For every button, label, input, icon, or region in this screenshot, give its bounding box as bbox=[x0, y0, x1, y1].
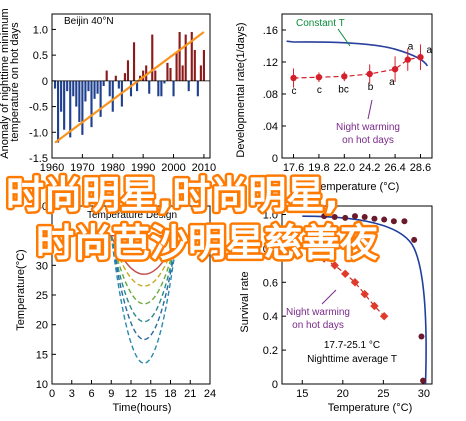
trend-line bbox=[54, 31, 205, 144]
anomaly-bar bbox=[63, 80, 66, 130]
anomaly-bar bbox=[196, 80, 199, 97]
anomaly-bar bbox=[190, 32, 193, 81]
anomaly-bar bbox=[157, 80, 160, 97]
anomaly-y-tick-label: 0.5 bbox=[33, 50, 48, 62]
anomaly-bar bbox=[69, 80, 72, 138]
anomaly-x-tick-label: 2010 bbox=[192, 162, 216, 174]
anomaly-bar bbox=[66, 80, 69, 92]
anomaly-y-tick-label: -1.0 bbox=[29, 127, 48, 139]
anomaly-bar bbox=[148, 80, 151, 94]
anomaly-bar bbox=[154, 70, 157, 81]
anomaly-bar bbox=[175, 52, 178, 81]
anomaly-bar bbox=[81, 80, 84, 135]
anomaly-x-tick-label: 1970 bbox=[70, 162, 94, 174]
anomaly-bar bbox=[75, 80, 78, 107]
anomaly-bar bbox=[111, 80, 114, 112]
anomaly-bar bbox=[105, 70, 108, 81]
anomaly-x-tick-label: 2000 bbox=[161, 162, 185, 174]
anomaly-bar bbox=[151, 34, 154, 81]
anomaly-bar bbox=[178, 32, 181, 81]
anomaly-bar bbox=[72, 80, 75, 97]
anomaly-bar bbox=[184, 34, 187, 81]
anomaly-bar bbox=[129, 80, 133, 97]
anomaly-y-title: Anomaly of nighttime minimum temperature… bbox=[0, 5, 21, 158]
anomaly-bar bbox=[57, 80, 60, 143]
anomaly-bar bbox=[187, 80, 190, 92]
anomaly-y-tick-label: -1.5 bbox=[29, 153, 48, 165]
anomaly-bar bbox=[108, 80, 111, 97]
anomaly-bar bbox=[102, 80, 105, 86]
anomaly-bar bbox=[145, 65, 148, 81]
anomaly-y-tick-label: 0 bbox=[42, 76, 48, 88]
anomaly-bar bbox=[142, 70, 145, 81]
anomaly-bar bbox=[126, 60, 130, 81]
anomaly-bar bbox=[99, 80, 102, 117]
anomaly-bar bbox=[166, 62, 169, 81]
anomaly-y-tick-label: -0.5 bbox=[29, 102, 48, 114]
anomaly-bar bbox=[114, 75, 117, 81]
anomaly-bar bbox=[136, 80, 139, 92]
anomaly-bar bbox=[199, 65, 202, 81]
anomaly-bar bbox=[123, 73, 126, 81]
anomaly-bar bbox=[160, 80, 163, 97]
anomaly-bar bbox=[93, 80, 96, 99]
anomaly-y-tick-label: 1.0 bbox=[33, 24, 48, 36]
anomaly-x-tick-label: 1980 bbox=[101, 162, 125, 174]
anomaly-bar bbox=[53, 80, 57, 89]
anomaly-bar bbox=[163, 80, 166, 84]
anomaly-bars bbox=[53, 31, 205, 144]
anomaly-bar bbox=[78, 80, 81, 122]
anomaly-x-tick-label: 1960 bbox=[40, 162, 64, 174]
anomaly-bar bbox=[117, 80, 120, 89]
anomaly-bar bbox=[193, 50, 196, 81]
anomaly-bar bbox=[132, 42, 136, 81]
anomaly-bar bbox=[181, 65, 184, 81]
anomaly-bar bbox=[202, 50, 205, 81]
anomaly-bar bbox=[90, 80, 93, 128]
anomaly-x-tick-label: 1990 bbox=[131, 162, 155, 174]
anomaly-bar bbox=[169, 68, 172, 81]
anomaly-bar bbox=[84, 80, 87, 102]
anomaly-bar bbox=[96, 80, 99, 94]
anomaly-frame bbox=[51, 13, 211, 159]
anomaly-bar bbox=[60, 80, 63, 112]
anomaly-bar bbox=[172, 80, 175, 97]
anomaly-bar bbox=[87, 80, 90, 92]
anomaly-annotation: Beijin 40°N bbox=[64, 16, 114, 27]
